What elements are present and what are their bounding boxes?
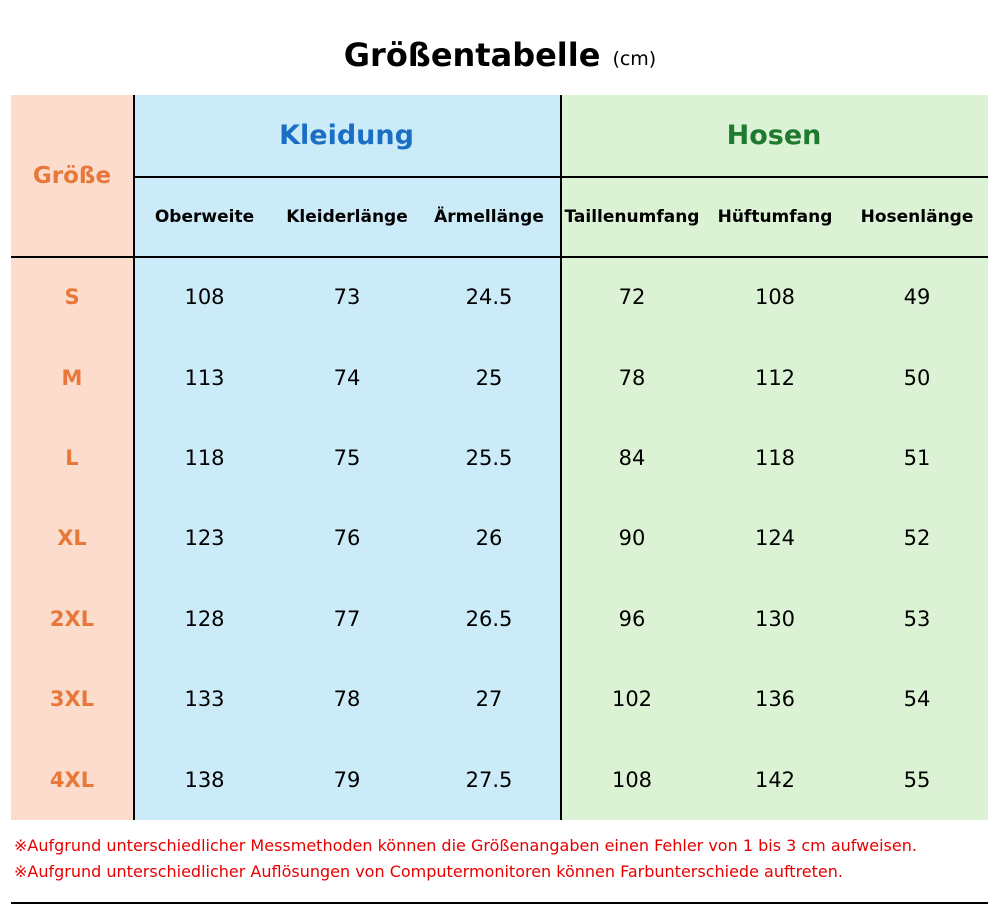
cell: 123	[184, 526, 225, 551]
divider	[11, 256, 988, 258]
size-label: 4XL	[49, 767, 95, 792]
cell: 78	[618, 365, 646, 390]
note: ※Aufgrund unterschiedlicher Auflösungen …	[14, 862, 843, 881]
cell: 76	[333, 526, 361, 551]
cell: 84	[618, 446, 646, 471]
bottom-rule	[11, 902, 988, 904]
cell: 128	[184, 606, 225, 631]
size-label: M	[61, 365, 83, 390]
cell: 74	[333, 365, 361, 390]
cell: 90	[618, 526, 646, 551]
size-label: L	[65, 446, 79, 471]
divider	[133, 95, 135, 820]
cell: 118	[754, 446, 796, 471]
cell: 72	[618, 285, 646, 310]
cell: 108	[184, 285, 225, 310]
cell: 25.5	[465, 446, 513, 471]
size-header: Größe	[32, 163, 112, 189]
cell: 52	[903, 526, 931, 551]
group-header: Hosen	[726, 120, 822, 151]
note: ※Aufgrund unterschiedlicher Messmethoden…	[14, 836, 917, 855]
pants-bg	[560, 95, 988, 820]
column-header: Hosenlänge	[860, 206, 974, 227]
cell: 133	[184, 687, 225, 712]
cell: 24.5	[465, 285, 513, 310]
cell: 27.5	[465, 767, 513, 792]
cell: 50	[903, 365, 931, 390]
column-header: Ärmellänge	[434, 206, 544, 227]
cell: 118	[184, 446, 225, 471]
cell: 108	[754, 285, 796, 310]
column-header: Hüftumfang	[717, 206, 833, 227]
size-label: XL	[57, 526, 87, 551]
column-header: Kleiderlänge	[286, 206, 408, 227]
divider	[560, 95, 562, 820]
cell: 142	[754, 767, 796, 792]
cell: 26	[475, 526, 503, 551]
cell: 26.5	[465, 606, 513, 631]
cell: 96	[618, 606, 646, 631]
cell: 25	[475, 365, 503, 390]
column-header: Taillenumfang	[564, 206, 700, 227]
title: Größentabelle	[343, 36, 601, 74]
cell: 112	[754, 365, 796, 390]
divider	[133, 176, 988, 178]
cell: 136	[754, 687, 796, 712]
size-label: S	[64, 285, 80, 310]
size-bg	[11, 95, 133, 820]
cell: 108	[611, 767, 653, 792]
column-header: Oberweite	[154, 206, 255, 227]
cell: 78	[333, 687, 361, 712]
cell: 73	[333, 285, 361, 310]
cell: 130	[754, 606, 796, 631]
cell: 53	[903, 606, 931, 631]
cell: 75	[333, 446, 361, 471]
cell: 79	[333, 767, 361, 792]
cell: 51	[903, 446, 931, 471]
size-label: 3XL	[49, 687, 95, 712]
clothing-bg	[133, 95, 560, 820]
cell: 49	[903, 285, 931, 310]
cell: 113	[184, 365, 225, 390]
unit: (cm)	[612, 48, 657, 70]
group-header: Kleidung	[279, 120, 414, 151]
cell: 124	[754, 526, 796, 551]
size-label: 2XL	[49, 606, 95, 631]
cell: 54	[903, 687, 931, 712]
cell: 55	[903, 767, 931, 792]
cell: 27	[475, 687, 503, 712]
cell: 138	[184, 767, 225, 792]
cell: 102	[611, 687, 653, 712]
cell: 77	[333, 606, 361, 631]
title-row: Größentabelle (cm)	[0, 30, 1000, 80]
